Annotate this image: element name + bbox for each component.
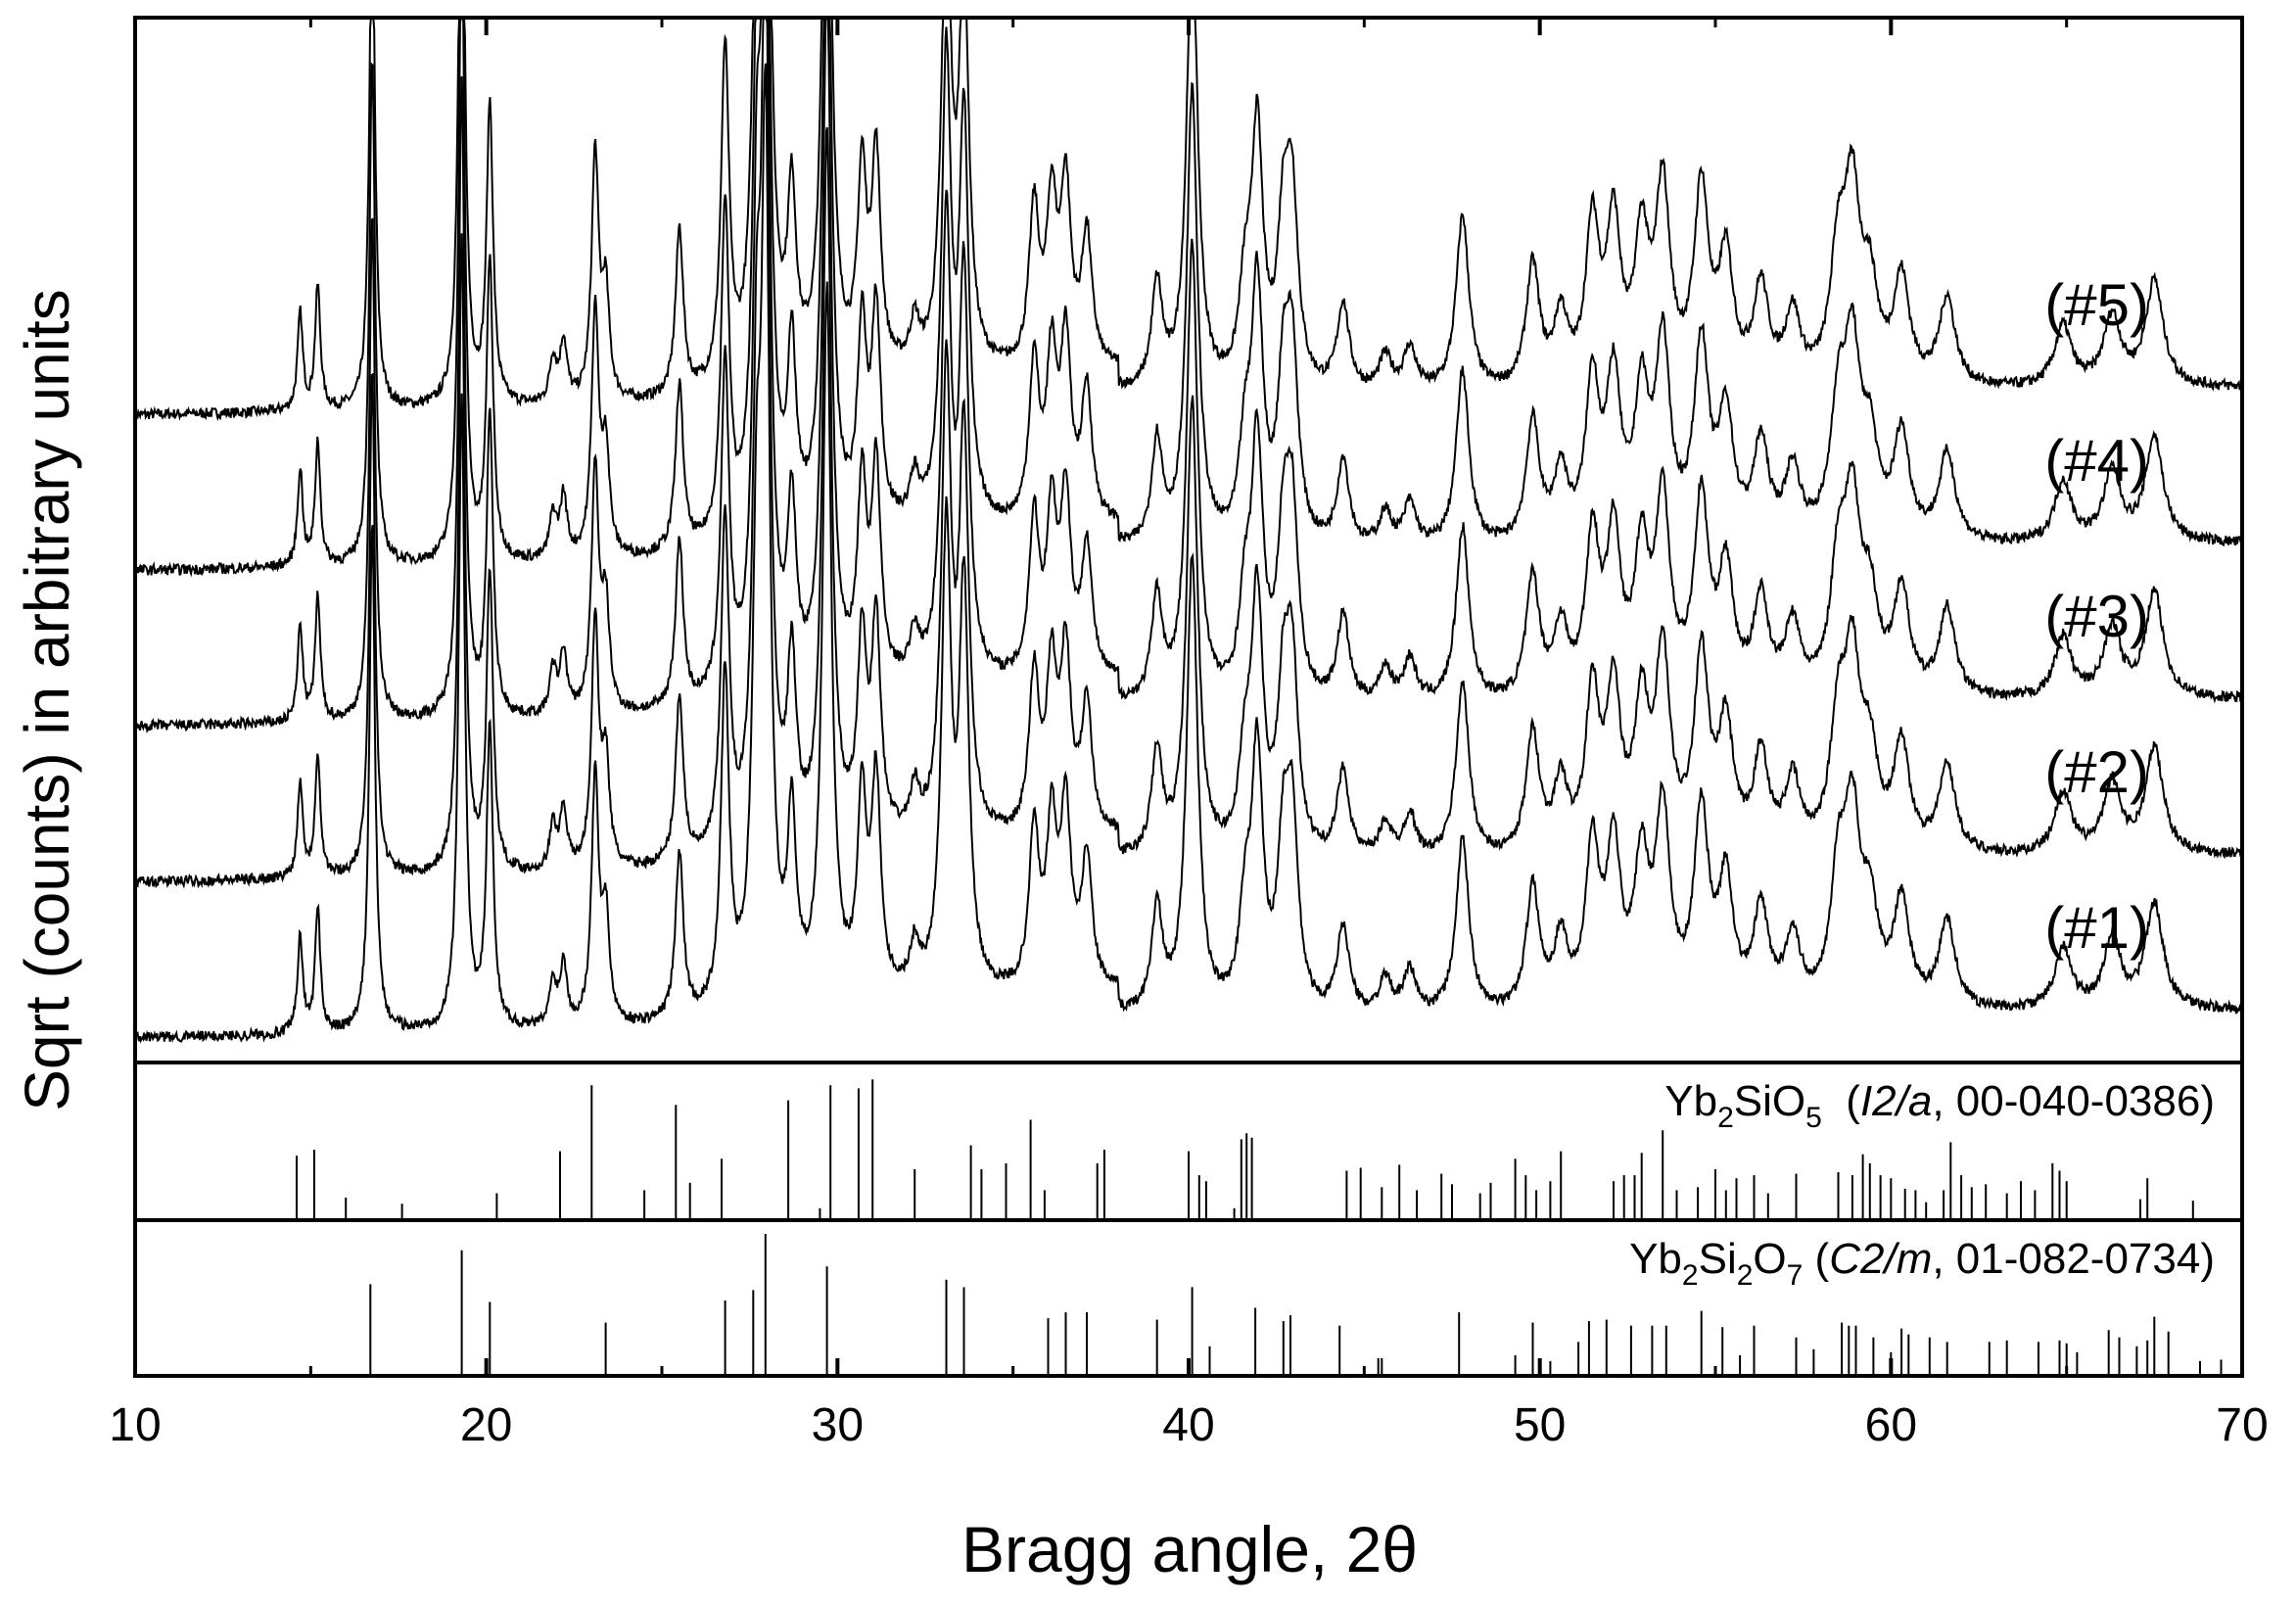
diffraction-patterns xyxy=(134,17,2243,1044)
x-tick-label: 30 xyxy=(812,1399,864,1451)
reference-label-1: Yb2SiO5 (I2/a, 00-040-0386) xyxy=(1664,1077,2215,1134)
x-axis-label: Bragg angle, 2θ xyxy=(961,1513,1418,1585)
series-line-5 xyxy=(134,63,2243,1044)
reference-label-2: Yb2Si2O7 (C2/m, 01-082-0734) xyxy=(1629,1235,2215,1292)
reference-panels: Yb2SiO5 (I2/a, 00-040-0386) Yb2Si2O7 (C2/… xyxy=(296,1077,2223,1376)
series-label-2: (#4) xyxy=(2044,428,2149,494)
series-label-1: (#5) xyxy=(2044,272,2149,338)
x-tick-label: 50 xyxy=(1514,1399,1566,1451)
x-tick-label: 70 xyxy=(2216,1399,2268,1451)
x-tick-label: 60 xyxy=(1865,1399,1917,1451)
series-line-3 xyxy=(134,17,2243,734)
series-label-4: (#2) xyxy=(2044,739,2149,805)
x-tick-label: 20 xyxy=(460,1399,512,1451)
series-line-4 xyxy=(134,17,2243,889)
x-tick-label: 40 xyxy=(1162,1399,1214,1451)
x-axis: 10 20 30 40 50 60 70 xyxy=(109,18,2269,1451)
y-axis-label: Sqrt (counts) in arbitrary units xyxy=(12,289,82,1110)
series-line-2 xyxy=(134,17,2243,578)
series-label-3: (#3) xyxy=(2044,584,2149,649)
series-labels: (#5) (#4) (#3) (#2) (#1) xyxy=(2044,272,2149,961)
x-tick-label: 10 xyxy=(109,1399,161,1451)
series-label-5: (#1) xyxy=(2044,895,2149,961)
